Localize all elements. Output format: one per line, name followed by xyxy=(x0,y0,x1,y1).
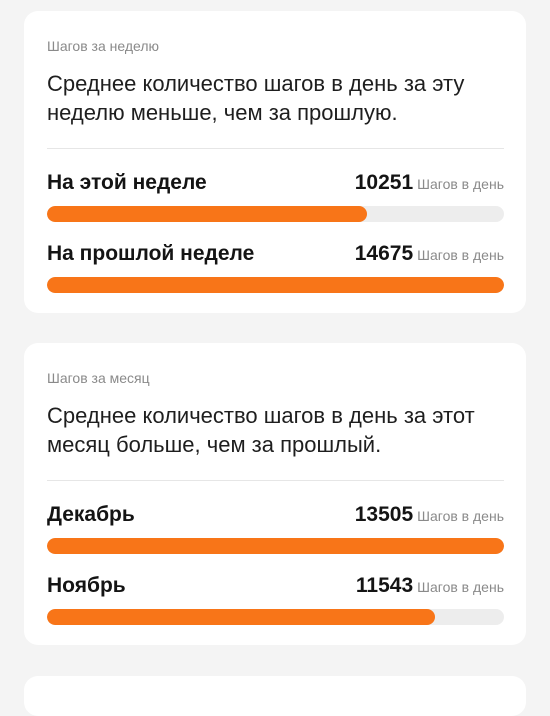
card-label: Шагов за месяц xyxy=(47,370,150,386)
step-count: 13505 xyxy=(354,503,414,526)
row-name: На этой неделе xyxy=(47,171,207,194)
step-count: 11543 xyxy=(355,574,414,597)
divider xyxy=(47,148,504,149)
card-label: Шагов за неделю xyxy=(47,38,159,54)
row-value: 13505 Шагов в день xyxy=(355,503,504,529)
this-week-row: На этой неделе 10251 Шагов в день xyxy=(47,171,504,231)
progress-fill xyxy=(47,609,436,625)
row-name: Ноябрь xyxy=(47,574,126,597)
progress-track xyxy=(47,277,504,293)
row-name: Декабрь xyxy=(47,503,135,526)
step-unit: Шагов в день xyxy=(417,579,504,595)
card-description: Среднее количество шагов в день за эту н… xyxy=(47,71,465,125)
next-card[interactable] xyxy=(24,676,526,716)
december-row: Декабрь 13505 Шагов в день xyxy=(47,503,504,563)
progress-track xyxy=(47,609,504,625)
weekly-steps-card[interactable]: Шагов за неделю Среднее количество шагов… xyxy=(24,11,526,313)
row-value: 11543 Шагов в день xyxy=(356,574,504,600)
last-week-row: На прошлой неделе 14675 Шагов в день xyxy=(47,242,504,302)
monthly-steps-card[interactable]: Шагов за месяц Среднее количество шагов … xyxy=(24,343,526,645)
progress-fill xyxy=(47,206,367,222)
progress-track xyxy=(47,538,504,554)
row-value: 10251 Шагов в день xyxy=(355,171,504,197)
divider xyxy=(47,480,504,481)
step-count: 14675 xyxy=(354,242,414,265)
row-name: На прошлой неделе xyxy=(47,242,255,265)
step-count: 10251 xyxy=(354,171,414,194)
step-unit: Шагов в день xyxy=(417,508,504,524)
progress-track xyxy=(47,206,504,222)
row-value: 14675 Шагов в день xyxy=(355,242,504,268)
card-description: Среднее количество шагов в день за этот … xyxy=(47,403,475,457)
step-unit: Шагов в день xyxy=(417,247,504,263)
step-unit: Шагов в день xyxy=(417,176,504,192)
progress-fill xyxy=(47,538,504,554)
november-row: Ноябрь 11543 Шагов в день xyxy=(47,574,504,634)
progress-fill xyxy=(47,277,504,293)
